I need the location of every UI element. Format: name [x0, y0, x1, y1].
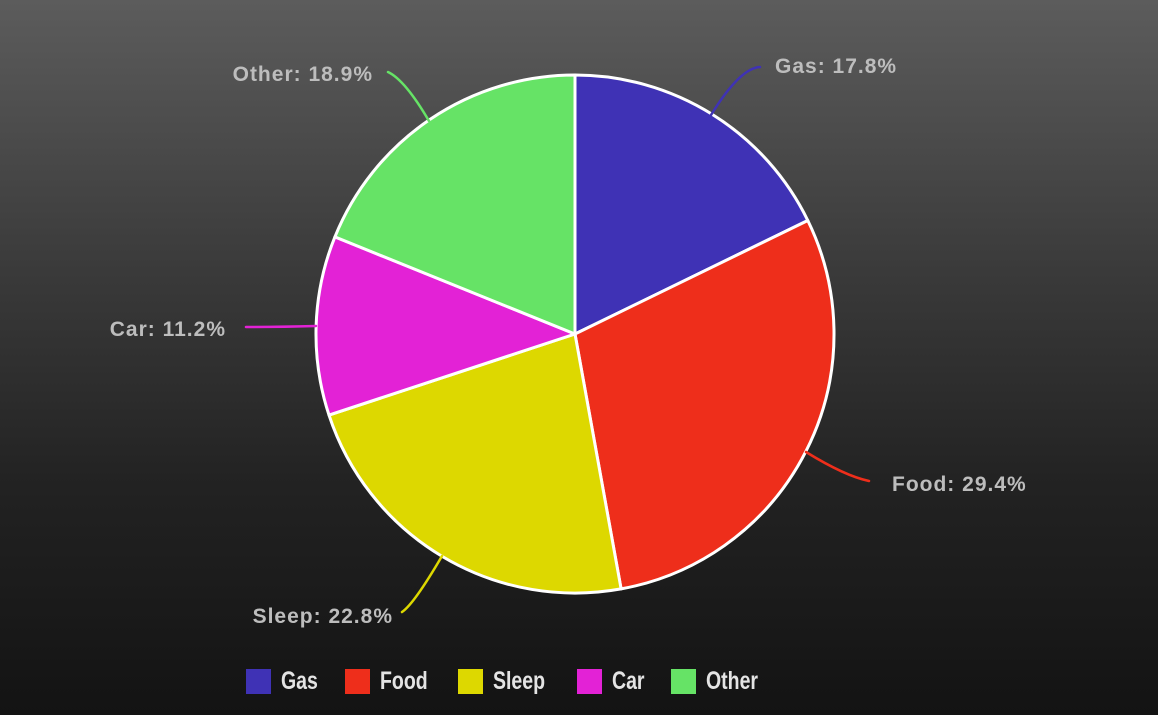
- legend-item-food[interactable]: Food: [345, 667, 429, 696]
- legend-item-other[interactable]: Other: [670, 667, 761, 696]
- legend-item-car[interactable]: Car: [577, 667, 645, 696]
- legend-item-gas[interactable]: Gas: [246, 667, 318, 696]
- leader-line-other: [386, 70, 431, 123]
- pie-slice-label-food: Food: 29.4%: [892, 473, 1027, 496]
- legend-label-car: Car: [612, 667, 645, 695]
- leader-line-gas: [709, 65, 762, 117]
- legend-swatch-car: [577, 669, 603, 694]
- legend-swatch-food: [345, 669, 371, 694]
- legend-swatch-other: [670, 669, 696, 694]
- pie-slice-other[interactable]: [333, 73, 577, 336]
- legend-swatch-gas: [246, 669, 271, 694]
- leader-line-car: [244, 324, 318, 329]
- leader-line-food: [804, 450, 871, 483]
- legend-label-food: Food: [380, 667, 428, 695]
- legend-label-gas: Gas: [281, 667, 318, 695]
- pie-slice-label-gas: Gas: 17.8%: [775, 55, 898, 78]
- legend-label-other: Other: [705, 667, 758, 695]
- pie-slice-label-car: Car: 11.2%: [109, 318, 226, 341]
- legend-item-sleep[interactable]: Sleep: [458, 667, 548, 696]
- pie-slice-label-other: Other: 18.9%: [232, 63, 373, 86]
- pie-slice-label-sleep: Sleep: 22.8%: [252, 605, 393, 628]
- legend-label-sleep: Sleep: [493, 667, 546, 695]
- leader-line-sleep: [400, 554, 444, 614]
- chart-legend: Gas Food Sleep Car Other: [246, 667, 760, 696]
- legend-swatch-sleep: [458, 669, 484, 694]
